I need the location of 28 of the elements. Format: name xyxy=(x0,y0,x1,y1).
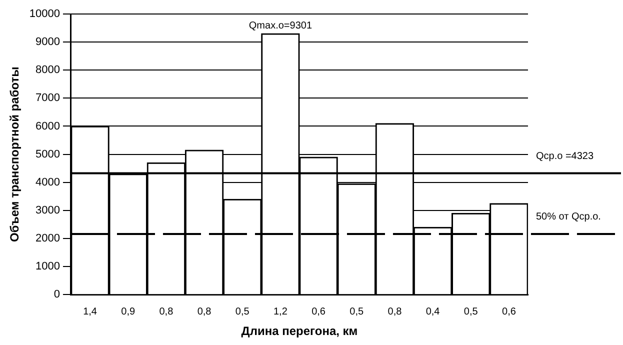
x-tick-label: 0,9 xyxy=(121,306,136,318)
x-tick-label: 0,6 xyxy=(502,306,516,318)
y-tick-label: 4000 xyxy=(36,176,60,188)
y-tick-label: 7000 xyxy=(36,92,60,104)
x-tick-label: 0,5 xyxy=(235,306,250,318)
y-tick-label: 8000 xyxy=(36,64,60,76)
y-tick-label: 1000 xyxy=(36,260,60,273)
x-tick-label: 1,4 xyxy=(83,306,98,318)
y-tick-label: 6000 xyxy=(36,120,60,132)
x-tick-label: 0,8 xyxy=(159,306,174,318)
y-tick-label: 10000 xyxy=(29,8,60,20)
annotation: Qmax.о=9301 xyxy=(248,20,312,32)
y-tick-label: 5000 xyxy=(36,148,60,160)
y-tick-label: 2000 xyxy=(36,232,60,245)
x-tick-label: 0,4 xyxy=(426,306,440,318)
x-tick-label: 0,5 xyxy=(350,306,364,318)
y-tick-label: 0 xyxy=(54,288,60,301)
y-tick-label: 3000 xyxy=(36,204,60,216)
x-axis-title: Длина перегона, км xyxy=(241,324,358,338)
x-tick-label: 0,5 xyxy=(464,306,478,318)
x-tick-label: 1,2 xyxy=(274,306,288,318)
ref-line-label: Qср.о =4323 xyxy=(536,151,594,162)
y-tick-label: 9000 xyxy=(36,36,60,48)
x-tick-label: 0,8 xyxy=(197,306,212,318)
y-axis-title: Объем транспортной работы xyxy=(8,66,22,242)
x-tick-label: 0,8 xyxy=(388,306,402,318)
x-tick-label: 0,6 xyxy=(312,306,326,318)
ref-line-label: 50% от Qср.о. xyxy=(536,212,601,223)
